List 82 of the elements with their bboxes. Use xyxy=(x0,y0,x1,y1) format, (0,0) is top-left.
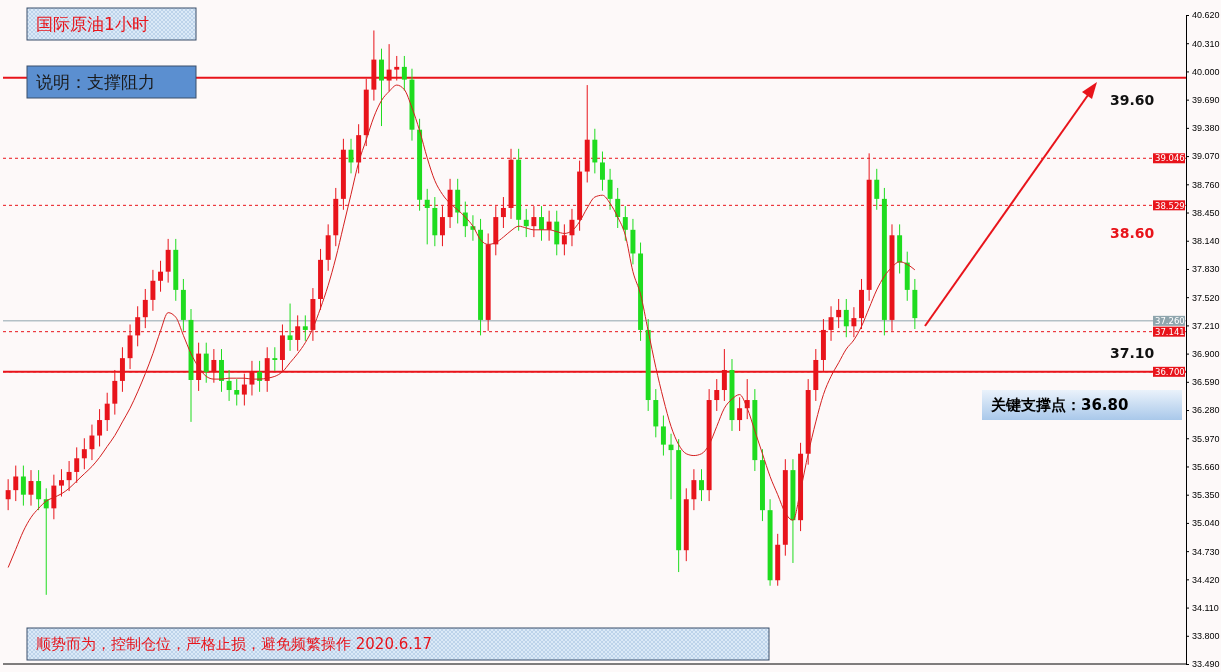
y-tick-label: 33.800 xyxy=(1192,631,1220,642)
candlestick xyxy=(592,128,598,174)
ref-line-label: 37.141 xyxy=(1155,326,1185,337)
candlestick xyxy=(13,465,19,502)
candlestick xyxy=(165,238,171,284)
candlestick xyxy=(691,468,697,511)
candlestick xyxy=(874,168,880,211)
candlestick xyxy=(668,433,674,500)
candlestick xyxy=(737,396,743,432)
text: 37.10 xyxy=(1110,345,1155,361)
text: 39.60 xyxy=(1110,92,1155,108)
y-tick-label: 36.590 xyxy=(1192,377,1220,388)
candlestick xyxy=(622,205,628,242)
candlestick xyxy=(287,303,293,352)
text: 关键支撑点：36.80 xyxy=(990,396,1129,415)
candlestick xyxy=(81,437,87,470)
candlestick xyxy=(401,55,407,92)
y-tick-label: 35.660 xyxy=(1192,461,1220,472)
candlestick xyxy=(599,151,605,192)
candlestick xyxy=(607,168,613,211)
candlestick xyxy=(66,460,72,492)
chart-title: 国际原油1小时 xyxy=(36,14,149,35)
candlestick xyxy=(561,223,567,256)
y-tick-label: 38.450 xyxy=(1192,207,1220,218)
candlestick xyxy=(424,188,430,245)
candlestick xyxy=(97,408,103,447)
candlestick xyxy=(714,378,720,412)
text: 38.60 xyxy=(1110,225,1155,241)
candlestick xyxy=(660,415,666,457)
y-tick-label: 35.040 xyxy=(1192,518,1220,529)
y-tick-label: 34.420 xyxy=(1192,574,1220,585)
y-tick-label: 35.970 xyxy=(1192,433,1220,444)
y-tick-label: 39.380 xyxy=(1192,123,1220,134)
y-tick-label: 39.070 xyxy=(1192,151,1220,162)
text: 说明：支撑阻力 xyxy=(36,72,155,93)
y-tick-label: 37.830 xyxy=(1192,264,1220,275)
candlestick xyxy=(5,478,11,511)
y-tick-label: 34.730 xyxy=(1192,546,1220,557)
y-tick-label: 38.140 xyxy=(1192,236,1220,247)
y-tick-label: 37.210 xyxy=(1192,320,1220,331)
candlestick xyxy=(36,469,42,511)
candlestick xyxy=(203,342,209,384)
candlestick xyxy=(51,474,57,520)
candlestick xyxy=(379,48,384,127)
y-tick-label: 39.690 xyxy=(1192,95,1220,106)
y-tick-label: 36.280 xyxy=(1192,405,1220,416)
y-tick-label: 33.490 xyxy=(1192,659,1220,670)
ref-line-label: 38.529 xyxy=(1155,200,1185,211)
candlestick xyxy=(539,205,544,242)
candlestick xyxy=(615,187,621,229)
candlestick xyxy=(219,348,224,393)
candlestick xyxy=(234,378,240,406)
candlestick xyxy=(302,314,308,342)
y-tick-label: 40.620 xyxy=(1192,10,1220,21)
candlestick xyxy=(104,392,110,432)
y-tick-label: 35.350 xyxy=(1192,490,1220,501)
y-tick-label: 34.110 xyxy=(1192,602,1219,613)
candlestick xyxy=(630,218,636,265)
candlestick xyxy=(843,298,849,338)
candlestick xyxy=(523,208,529,238)
candlestick xyxy=(89,424,95,461)
candlestick xyxy=(74,446,80,484)
y-tick-label: 40.000 xyxy=(1192,66,1220,77)
y-tick-label: 38.760 xyxy=(1192,179,1220,190)
candlestick xyxy=(150,269,156,312)
candlestick xyxy=(699,468,704,502)
candlestick xyxy=(836,298,842,329)
y-tick-label: 40.310 xyxy=(1192,38,1220,49)
candlestick xyxy=(20,465,26,507)
candlestick xyxy=(158,260,164,293)
y-tick-label: 36.900 xyxy=(1192,348,1220,359)
candlestick xyxy=(142,288,148,329)
candlestick xyxy=(455,178,461,224)
ref-line-label: 36.700 xyxy=(1155,367,1185,378)
y-tick-label: 37.520 xyxy=(1192,292,1220,303)
candlestick xyxy=(226,369,232,402)
annotation: 顺势而为，控制仓位，严格止损，避免频繁操作 2020.6.17 xyxy=(36,635,433,654)
candlestick xyxy=(272,346,278,372)
ref-line-label: 39.046 xyxy=(1155,153,1185,164)
ref-line-label: 37.260 xyxy=(1155,316,1185,327)
candlestick xyxy=(59,468,64,498)
candlestick xyxy=(554,210,560,256)
